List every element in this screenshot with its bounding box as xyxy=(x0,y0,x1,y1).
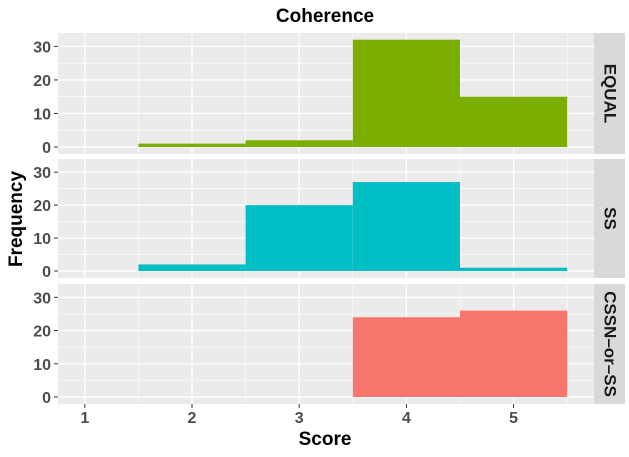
y-tick-label: 30 xyxy=(33,39,51,56)
facet-strip-label: CSSN–or–SS xyxy=(601,291,620,397)
y-tick-label: 20 xyxy=(33,324,51,341)
facet-strip-label: EQUAL xyxy=(601,64,620,124)
histogram-bar xyxy=(460,310,568,397)
x-axis-title: Score xyxy=(299,429,352,450)
facet-panel: 0 10 20 30 CSSN–or–SS xyxy=(33,284,625,407)
y-tick-label: 0 xyxy=(42,140,51,157)
histogram-bar xyxy=(138,143,246,147)
facet-strip xyxy=(594,284,625,404)
x-tick-label: 5 xyxy=(509,410,518,427)
x-tick-label: 4 xyxy=(402,410,411,427)
x-axis: 1 2 3 4 5 xyxy=(80,404,518,427)
x-tick-label: 1 xyxy=(80,410,89,427)
y-axis-title: Frequency xyxy=(6,171,27,268)
y-tick-label: 20 xyxy=(33,198,51,215)
facet-strip xyxy=(594,159,625,278)
facet-strip xyxy=(594,33,625,154)
chart-title: Coherence xyxy=(276,6,374,27)
facet-panels: 0 10 20 30 EQUAL 0 10 20 30 SS 0 10 20 30 CSSN–or–SS xyxy=(33,33,625,407)
histogram-bar xyxy=(138,264,246,271)
x-tick-label: 3 xyxy=(295,410,304,427)
facet-panel: 0 10 20 30 EQUAL xyxy=(33,33,625,157)
facet-panel: 0 10 20 30 SS xyxy=(33,159,625,281)
y-tick-label: 30 xyxy=(33,165,51,182)
y-tick-label: 10 xyxy=(33,231,51,248)
y-tick-label: 20 xyxy=(33,73,51,90)
y-tick-label: 30 xyxy=(33,290,51,307)
histogram-bar xyxy=(460,96,568,147)
histogram-bar xyxy=(245,205,353,271)
y-tick-label: 0 xyxy=(42,390,51,407)
y-tick-label: 0 xyxy=(42,264,51,281)
histogram-bar xyxy=(245,140,353,147)
histogram-bar xyxy=(352,317,460,397)
histogram-bar xyxy=(352,182,460,271)
x-tick-label: 2 xyxy=(188,410,197,427)
histogram-bar xyxy=(352,39,460,147)
histogram-bar xyxy=(460,267,568,271)
y-tick-label: 10 xyxy=(33,357,51,374)
facet-strip-label: SS xyxy=(601,207,620,230)
y-tick-label: 10 xyxy=(33,106,51,123)
